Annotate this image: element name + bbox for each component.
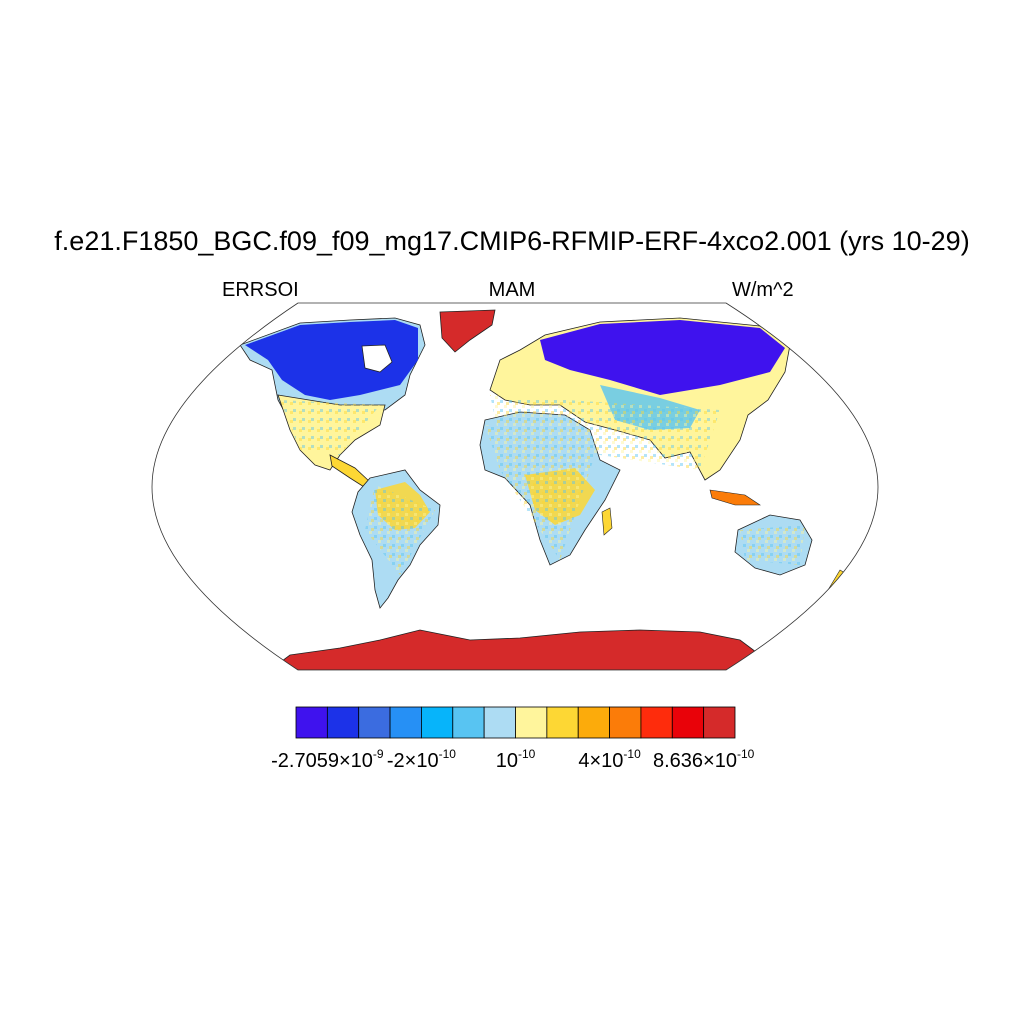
- colorbar-tick-label: -2×10-10: [386, 747, 456, 772]
- colorbar-tick-label: 10-10: [495, 747, 536, 772]
- colorbar-box: [452, 706, 485, 739]
- units-label: W/m^2: [732, 279, 794, 301]
- speckle-texture: [280, 395, 805, 575]
- hudson-bay: [361, 344, 393, 373]
- siberia-cold-band: [540, 320, 785, 395]
- new-zealand: [827, 569, 849, 596]
- variable-label: ERRSOI: [222, 279, 299, 301]
- colorbar: [295, 706, 736, 739]
- madagascar: [601, 507, 613, 536]
- colorbar-box: [326, 706, 360, 739]
- greenland: [439, 309, 496, 353]
- colorbar-box: [609, 706, 642, 739]
- colorbar-box: [515, 706, 548, 739]
- colorbar-box: [546, 706, 579, 739]
- colorbar-box: [671, 706, 705, 739]
- colorbar-box: [640, 706, 673, 739]
- colorbar-box: [295, 706, 328, 739]
- antarctica: [268, 629, 791, 670]
- indonesia: [709, 489, 761, 506]
- season-label: MAM: [488, 279, 536, 301]
- colorbar-box: [421, 706, 454, 739]
- canada-cold-band: [245, 320, 418, 400]
- colorbar-tick-label: 8.636×10-10: [652, 747, 755, 772]
- colorbar-box: [483, 706, 516, 739]
- colorbar-tick-label: 4×10-10: [578, 747, 641, 772]
- colorbar-tick-label: -2.7059×10-9: [271, 747, 384, 772]
- colorbar-box: [577, 706, 610, 739]
- colorbar-box: [389, 706, 422, 739]
- colorbar-box: [358, 706, 391, 739]
- colorbar-box: [703, 706, 736, 739]
- globe-outline: [151, 302, 879, 671]
- plot-title: f.e21.F1850_BGC.f09_f09_mg17.CMIP6-RFMIP…: [54, 226, 970, 256]
- map-field: [239, 309, 849, 670]
